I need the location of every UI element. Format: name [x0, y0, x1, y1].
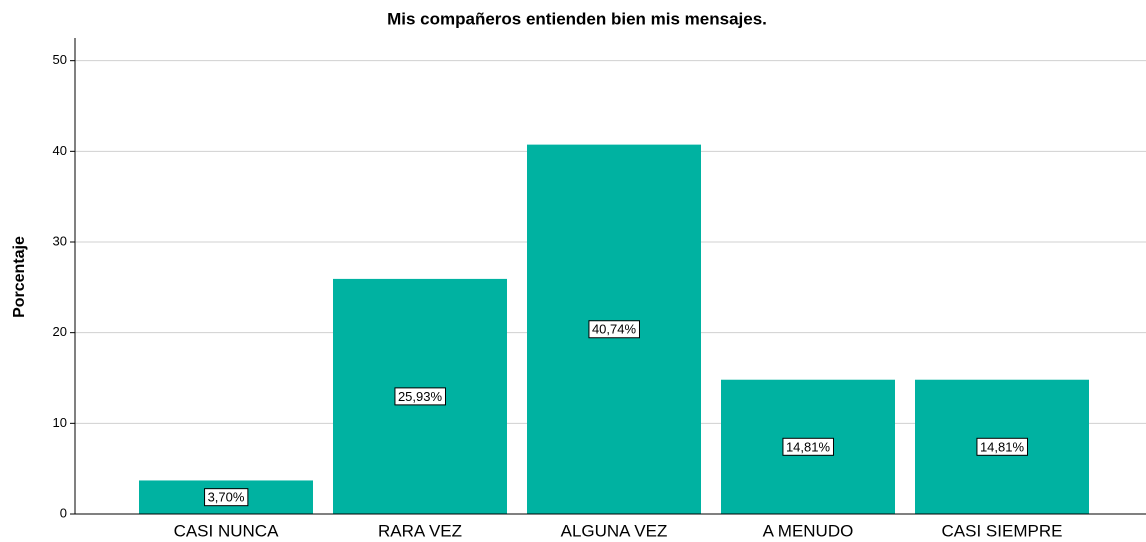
value-label-group: 3,70%	[204, 488, 249, 507]
y-axis-label: Porcentaje	[11, 236, 28, 318]
value-label-group: 40,74%	[588, 320, 640, 339]
value-label-box	[782, 437, 834, 456]
x-tick-label: RARA VEZ	[378, 521, 462, 540]
x-tick-label: ALGUNA VEZ	[561, 521, 668, 540]
value-label-box	[394, 387, 446, 406]
value-label-group: 14,81%	[976, 437, 1028, 456]
x-tick-label: CASI SIEMPRE	[942, 521, 1063, 540]
value-label: 14,81%	[980, 439, 1025, 454]
value-label-group: 25,93%	[394, 387, 446, 406]
y-tick-label: 40	[53, 143, 67, 158]
value-label: 14,81%	[786, 439, 831, 454]
y-tick-label: 10	[53, 415, 67, 430]
y-tick-label: 0	[60, 505, 67, 520]
chart-title: Mis compañeros entienden bien mis mensaj…	[387, 9, 767, 28]
value-label-box	[976, 437, 1028, 456]
value-label-group: 14,81%	[782, 437, 834, 456]
value-label: 3,70%	[208, 490, 245, 505]
y-tick-label: 50	[53, 52, 67, 67]
y-tick-label: 30	[53, 233, 67, 248]
value-label: 25,93%	[398, 389, 443, 404]
y-tick-label: 20	[53, 324, 67, 339]
x-tick-label: CASI NUNCA	[174, 521, 280, 540]
value-label: 40,74%	[592, 322, 637, 337]
x-tick-label: A MENUDO	[763, 521, 854, 540]
value-label-box	[204, 488, 249, 507]
value-label-box	[588, 320, 640, 339]
